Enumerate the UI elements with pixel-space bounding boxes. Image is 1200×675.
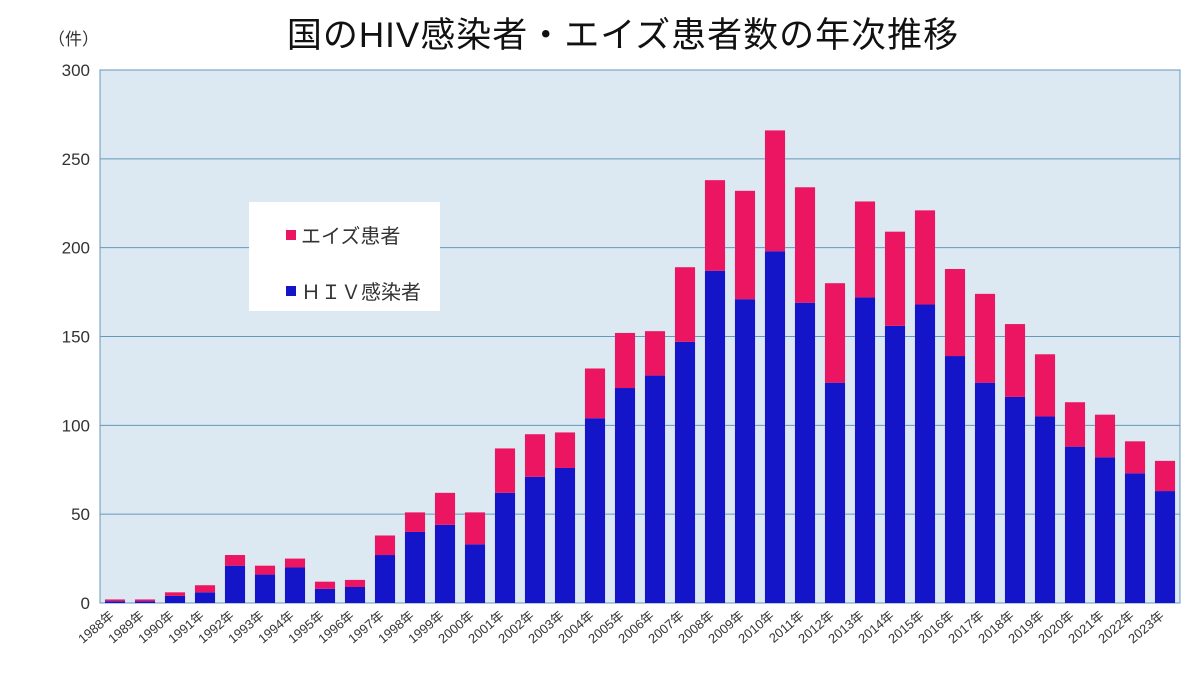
svg-text:150: 150 [62,328,90,347]
svg-text:250: 250 [62,150,90,169]
svg-text:0: 0 [81,594,90,613]
svg-text:100: 100 [62,416,90,435]
svg-text:300: 300 [62,61,90,80]
svg-text:50: 50 [71,505,90,524]
svg-text:200: 200 [62,239,90,258]
